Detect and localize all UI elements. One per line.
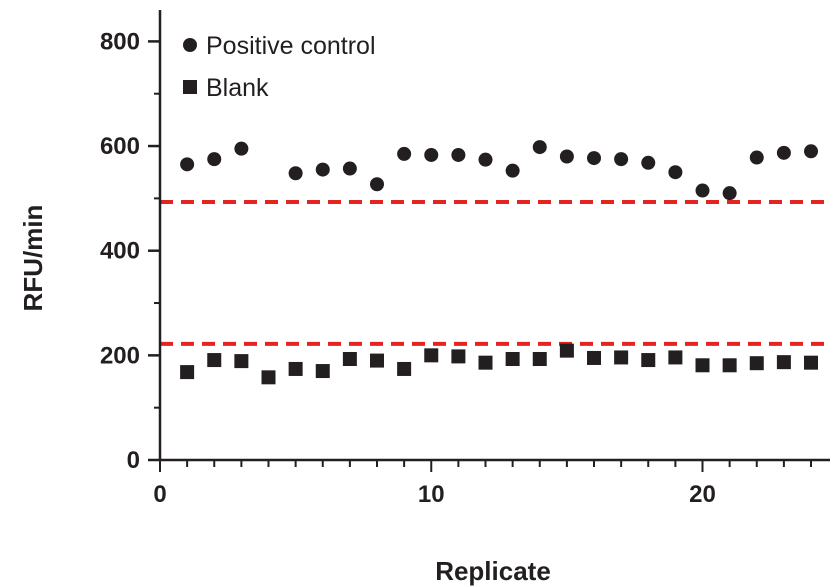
axes: 0 200 400 600 800 0 10 20 [100,10,830,508]
data-point [587,350,602,365]
data-point [261,370,276,385]
x-tick-label: 20 [689,481,716,508]
y-tick-label: 400 [100,238,140,265]
data-point [722,358,737,373]
data-point [424,147,439,162]
y-tick-label: 800 [100,28,140,55]
legend-label: Blank [206,74,269,102]
legend-marker-circle [183,38,197,52]
data-point [478,152,493,167]
data-point [342,161,357,176]
data-point [749,150,764,165]
data-point [342,352,357,367]
data-point [505,163,520,178]
data-series [180,140,819,385]
data-point [559,149,574,164]
data-point [532,352,547,367]
data-point [804,355,819,370]
reference-lines [160,200,830,346]
data-point [234,354,249,369]
y-tick-label: 0 [127,447,140,474]
data-point [587,151,602,166]
x-tick-label: 0 [153,481,166,508]
data-point [180,365,195,380]
x-tick-label: 10 [418,481,445,508]
data-point [424,348,439,363]
data-point [397,146,412,161]
data-point [451,349,466,364]
data-point [207,353,222,368]
data-point [722,186,737,201]
y-axis-title: RFU/min [18,205,48,312]
data-point [288,166,303,181]
data-point [451,147,466,162]
data-point [505,352,520,367]
data-point [749,356,764,371]
data-point [478,355,493,370]
data-point [180,157,195,172]
series-blank [180,343,819,385]
data-point [614,350,629,365]
data-point [370,177,385,192]
y-tick-label: 600 [100,133,140,160]
data-point [234,141,249,156]
data-point [288,361,303,376]
y-tick-label: 200 [100,342,140,369]
data-point [695,183,710,198]
data-point [315,162,330,177]
x-axis-title: Replicate [435,556,551,586]
data-point [668,165,683,180]
legend: Positive control Blank [183,32,376,102]
data-point [397,361,412,376]
series-positive-control [180,140,819,201]
data-point [370,353,385,368]
data-point [776,355,791,370]
data-point [532,140,547,155]
data-point [776,145,791,160]
data-point [559,343,574,358]
legend-label: Positive control [206,32,376,60]
data-point [641,155,656,170]
data-point [641,353,656,368]
data-point [804,144,819,159]
data-point [207,152,222,167]
data-point [695,358,710,373]
legend-marker-square [183,80,197,94]
data-point [614,152,629,167]
data-point [315,364,330,379]
data-point [668,350,683,365]
